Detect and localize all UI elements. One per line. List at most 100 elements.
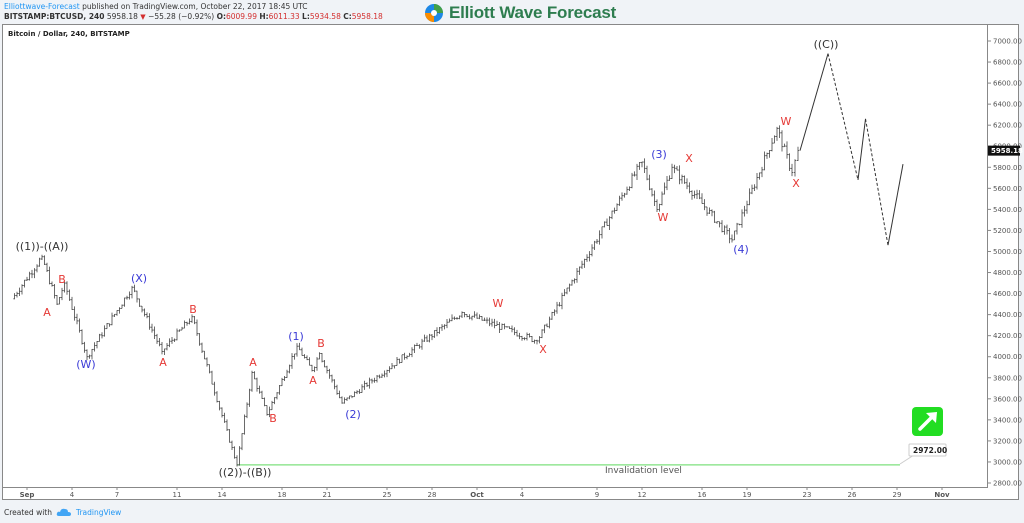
svg-text:5958.18: 5958.18 <box>991 147 1023 155</box>
svg-text:A: A <box>249 356 257 369</box>
svg-text:5200.00: 5200.00 <box>993 227 1022 235</box>
svg-text:B: B <box>58 273 66 286</box>
svg-text:((C)): ((C)) <box>814 38 839 51</box>
svg-text:X: X <box>685 152 693 165</box>
svg-text:6400.00: 6400.00 <box>993 101 1022 109</box>
price-change: −55.28 (−0.92%) <box>148 12 215 21</box>
svg-text:(1): (1) <box>288 330 304 343</box>
svg-text:(W): (W) <box>76 358 95 371</box>
created-with-label: Created with <box>4 508 52 517</box>
svg-text:4: 4 <box>520 491 525 499</box>
svg-text:((1))-((A)): ((1))-((A)) <box>16 240 69 253</box>
svg-text:25: 25 <box>383 491 392 499</box>
svg-text:19: 19 <box>743 491 752 499</box>
svg-text:4200.00: 4200.00 <box>993 332 1022 340</box>
footer: Created with TradingView <box>4 508 121 517</box>
projection-path <box>799 53 904 246</box>
tradingview-cloud-icon <box>56 508 71 516</box>
svg-text:5800.00: 5800.00 <box>993 164 1022 172</box>
svg-text:6800.00: 6800.00 <box>993 59 1022 67</box>
svg-text:W: W <box>658 211 669 224</box>
svg-text:28: 28 <box>428 491 437 499</box>
tradingview-link[interactable]: TradingView <box>75 508 122 517</box>
svg-text:4800.00: 4800.00 <box>993 269 1022 277</box>
svg-text:5000.00: 5000.00 <box>993 248 1022 256</box>
svg-text:W: W <box>781 115 792 128</box>
svg-text:2800.00: 2800.00 <box>993 480 1022 488</box>
last-price-badge: 5958.18 <box>988 145 1023 156</box>
svg-text:21: 21 <box>323 491 332 499</box>
high-label: H: <box>259 12 269 21</box>
svg-text:(4): (4) <box>733 243 749 256</box>
close-label: C: <box>343 12 352 21</box>
bullish-arrow-icon <box>912 407 943 436</box>
svg-text:14: 14 <box>218 491 227 499</box>
brand-logo: Elliott Wave Forecast <box>424 2 616 24</box>
svg-text:5600.00: 5600.00 <box>993 185 1022 193</box>
high-value: 6011.33 <box>268 12 300 21</box>
brand-name: Elliott Wave Forecast <box>449 3 617 22</box>
svg-text:X: X <box>539 343 547 356</box>
svg-text:11: 11 <box>173 491 182 499</box>
svg-text:4000.00: 4000.00 <box>993 353 1022 361</box>
low-label: L: <box>302 12 310 21</box>
svg-text:16: 16 <box>698 491 707 499</box>
elliott-wave-logo-icon <box>425 4 443 22</box>
publisher-link[interactable]: Elliottwave-Forecast <box>4 2 80 11</box>
publish-info: Elliottwave-Forecast published on Tradin… <box>4 2 308 11</box>
price-axis[interactable]: 7000.006800.006600.006400.006200.006000.… <box>988 38 1022 488</box>
svg-text:B: B <box>189 303 197 316</box>
svg-text:(2): (2) <box>345 408 361 421</box>
svg-text:29: 29 <box>893 491 902 499</box>
svg-text:12: 12 <box>638 491 647 499</box>
svg-text:A: A <box>309 374 317 387</box>
svg-text:4600.00: 4600.00 <box>993 290 1022 298</box>
svg-text:Nov: Nov <box>934 491 950 499</box>
svg-text:4400.00: 4400.00 <box>993 311 1022 319</box>
svg-text:A: A <box>43 306 51 319</box>
invalidation-label: Invalidation level <box>605 466 682 476</box>
svg-text:5400.00: 5400.00 <box>993 206 1022 214</box>
close-value: 5958.18 <box>351 12 383 21</box>
svg-text:Sep: Sep <box>20 491 35 499</box>
open-label: O: <box>216 12 226 21</box>
svg-text:23: 23 <box>803 491 812 499</box>
low-value: 5934.58 <box>309 12 341 21</box>
ohlc-bars <box>13 125 800 467</box>
svg-text:((2))-((B)): ((2))-((B)) <box>219 466 272 479</box>
svg-text:3200.00: 3200.00 <box>993 437 1022 445</box>
chart-title: Bitcoin / Dollar, 240, BITSTAMP <box>8 30 130 38</box>
svg-text:A: A <box>159 356 167 369</box>
svg-text:(X): (X) <box>131 272 147 285</box>
svg-text:18: 18 <box>278 491 287 499</box>
svg-text:3400.00: 3400.00 <box>993 416 1022 424</box>
svg-text:(3): (3) <box>651 148 667 161</box>
svg-text:3600.00: 3600.00 <box>993 395 1022 403</box>
svg-text:6200.00: 6200.00 <box>993 122 1022 130</box>
svg-text:4: 4 <box>70 491 75 499</box>
symbol-info: BITSTAMP:BTCUSD, 240 5958.18 ▼ −55.28 (−… <box>4 12 383 21</box>
wave-labels: ((1))-((A)) A B (W) (X) A B ((2))-((B)) A B (1) A B (… <box>16 38 839 479</box>
svg-text:26: 26 <box>848 491 857 499</box>
down-triangle-icon: ▼ <box>140 13 146 21</box>
svg-text:2972.00: 2972.00 <box>913 446 947 455</box>
svg-text:Oct: Oct <box>470 491 484 499</box>
svg-text:W: W <box>493 297 504 310</box>
svg-text:7000.00: 7000.00 <box>993 38 1022 46</box>
time-axis[interactable]: Sep 4 7 11 14 18 21 25 28 Oct 4 9 12 16 19 23 26 29 Nov <box>20 487 950 499</box>
svg-text:9: 9 <box>595 491 599 499</box>
symbol: BITSTAMP:BTCUSD, 240 <box>4 12 105 21</box>
published-text: published on TradingView.com, October 22… <box>79 2 308 11</box>
svg-text:6600.00: 6600.00 <box>993 80 1022 88</box>
svg-text:B: B <box>269 412 277 425</box>
chart-frame[interactable] <box>2 24 1019 500</box>
last-price: 5958.18 <box>106 12 138 21</box>
open-value: 6009.99 <box>225 12 257 21</box>
svg-text:3000.00: 3000.00 <box>993 458 1022 466</box>
svg-text:B: B <box>317 337 325 350</box>
svg-text:7: 7 <box>115 491 119 499</box>
invalidation-price-callout: 2972.00 <box>899 443 947 465</box>
svg-text:3800.00: 3800.00 <box>993 374 1022 382</box>
svg-text:X: X <box>792 177 800 190</box>
